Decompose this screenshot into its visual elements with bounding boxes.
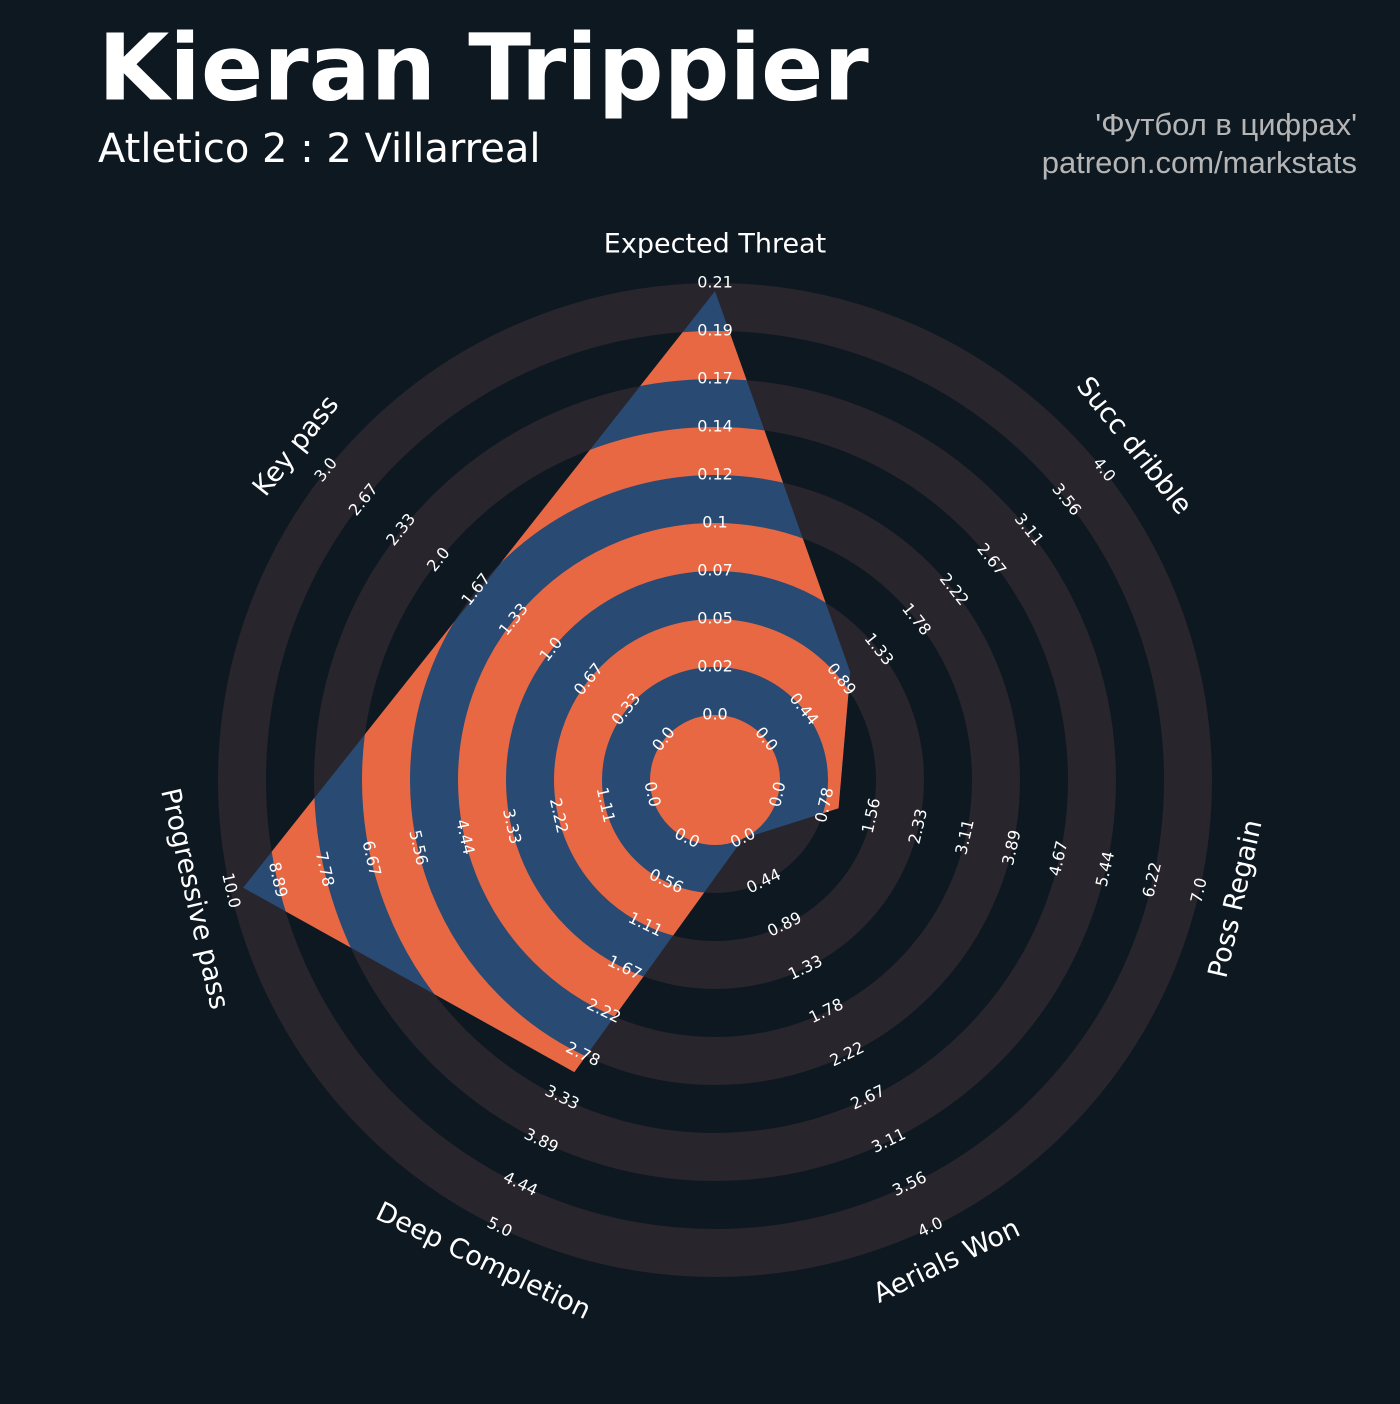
tick-label: 0.05 [697, 608, 733, 627]
tick-label: 0.12 [697, 464, 733, 483]
radar-ring [362, 427, 851, 1073]
tick-label: 0.1 [702, 513, 727, 532]
axis-label: Expected Threat [604, 229, 826, 260]
axis-label: Poss Regain [1203, 817, 1269, 981]
tick-label: 0.19 [697, 321, 733, 340]
credit: 'Футбол в цифрах' [1095, 107, 1357, 142]
center-circle [650, 715, 780, 845]
credit: patreon.com/markstats [1042, 145, 1357, 180]
tick-label: 0.07 [697, 561, 733, 580]
tick-label: 0.14 [697, 416, 733, 435]
tick-label: 0.17 [697, 369, 733, 388]
tick-label: 0.21 [697, 273, 733, 292]
tick-label: 0.02 [697, 656, 733, 675]
chart-title: Kieran Trippier [98, 14, 869, 121]
chart-subtitle: Atletico 2 : 2 Villarreal [98, 126, 540, 172]
tick-label: 0.0 [702, 705, 727, 724]
